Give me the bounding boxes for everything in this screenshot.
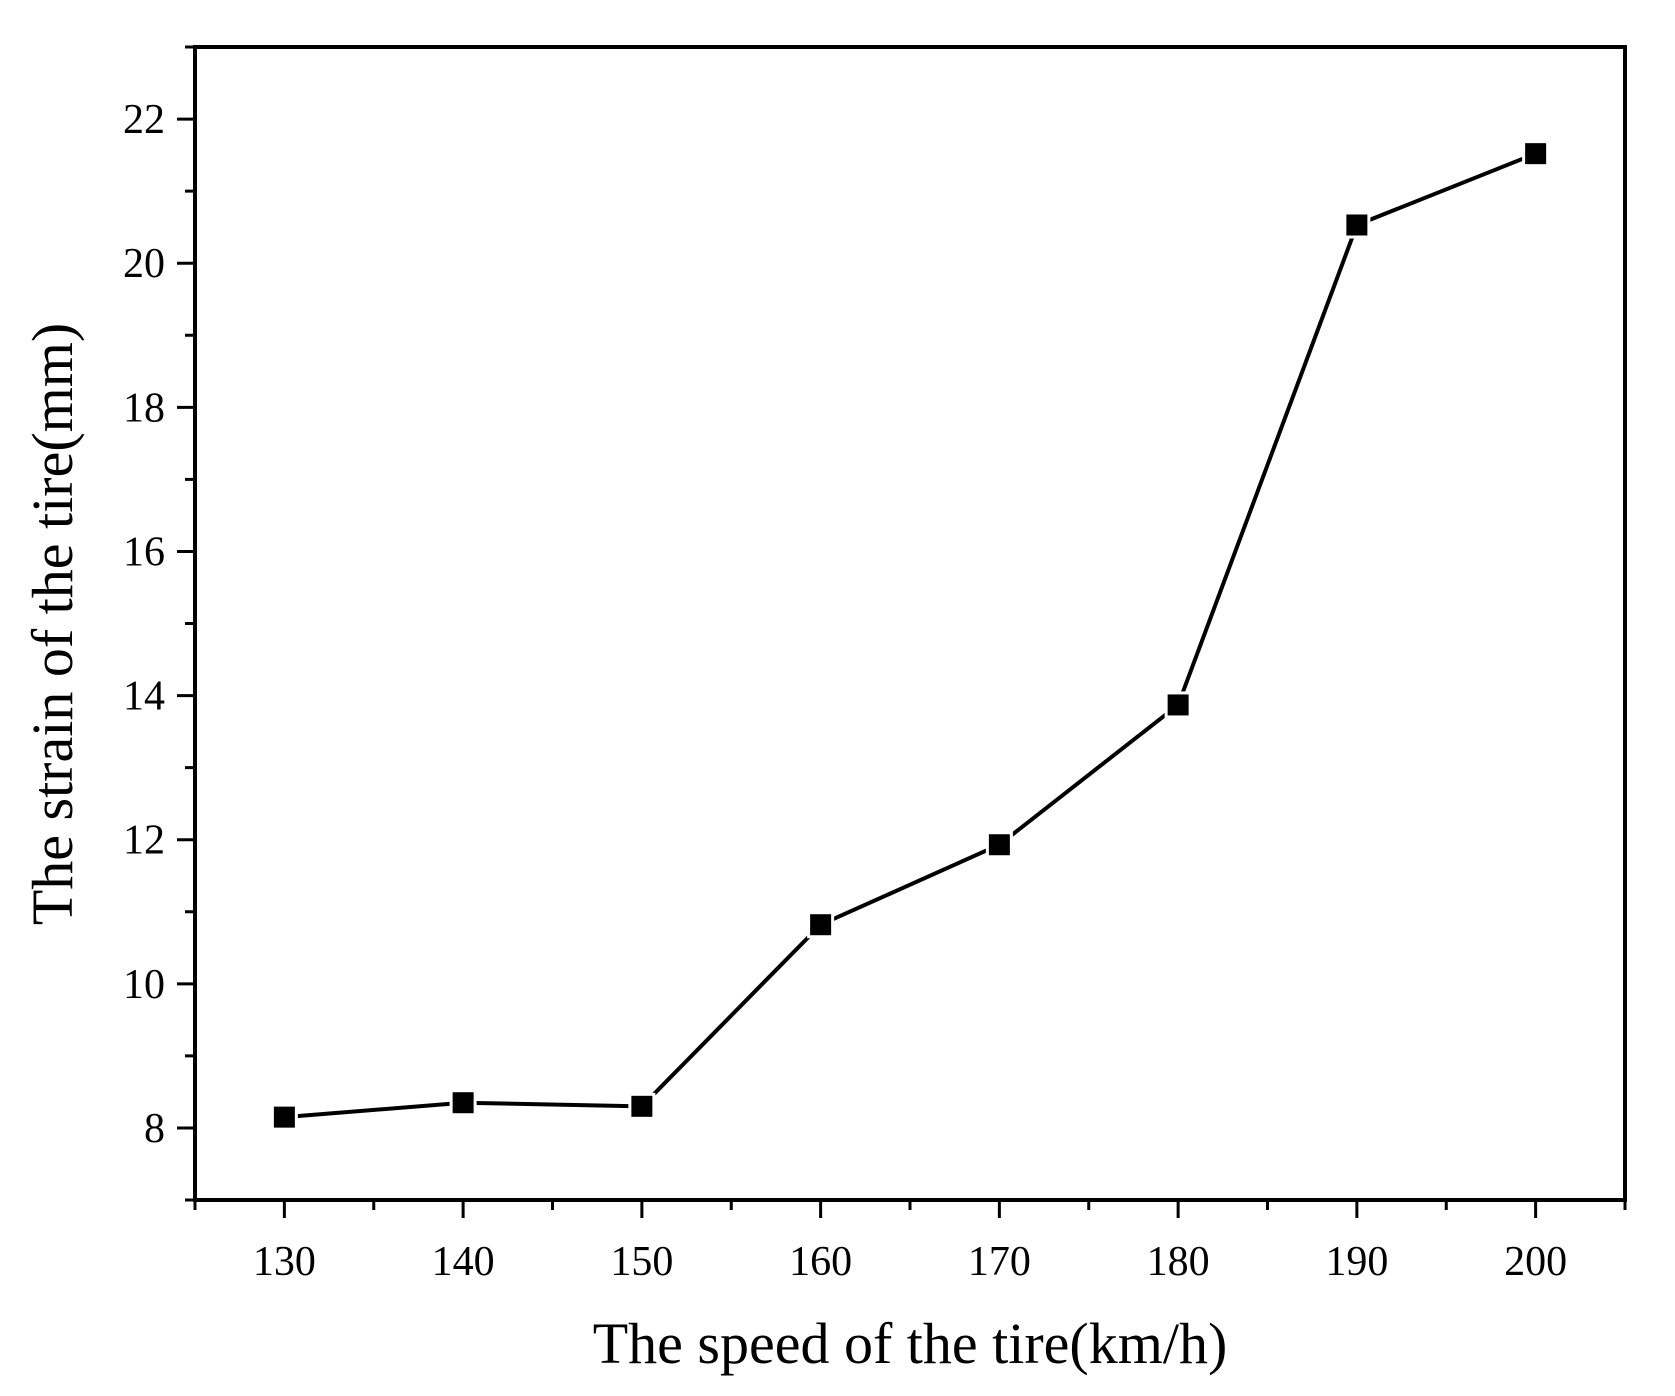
plot-frame	[193, 45, 1627, 1202]
y-tick-label: 14	[123, 674, 165, 720]
y-axis-ticks	[177, 45, 195, 1202]
series-layer	[270, 140, 1550, 1131]
x-axis-title: The speed of the tire(km/h)	[593, 1311, 1228, 1376]
data-point-marker	[985, 831, 1013, 859]
x-tick-label: 170	[968, 1239, 1031, 1285]
data-point-marker	[1164, 691, 1192, 719]
data-point-marker	[1343, 211, 1371, 239]
y-tick-label: 12	[123, 818, 165, 864]
x-tick-label: 160	[789, 1239, 852, 1285]
x-tick-label: 150	[610, 1239, 673, 1285]
y-axis-title: The strain of the tire(mm)	[20, 323, 85, 925]
series-line-segment	[1356, 151, 1537, 227]
series-line-segment	[819, 842, 1001, 927]
data-point-marker	[628, 1092, 656, 1120]
y-tick-label: 18	[123, 385, 165, 431]
data-point-marker	[449, 1089, 477, 1117]
data-point-marker	[1522, 140, 1550, 168]
x-tick-label: 190	[1325, 1239, 1388, 1285]
y-tick-label: 22	[123, 97, 165, 143]
data-point-marker	[807, 911, 835, 939]
y-axis-tick-labels: 8 10 12 14 16 18 20 22	[123, 97, 165, 1152]
x-tick-label: 140	[432, 1239, 495, 1285]
x-axis-tick-labels: 130 140 150 160 170 180 190 200	[253, 1239, 1567, 1285]
x-tick-label: 200	[1504, 1239, 1567, 1285]
x-tick-label: 180	[1147, 1239, 1210, 1285]
series-line-segment	[640, 923, 823, 1108]
series-line-segment	[284, 1100, 464, 1120]
y-tick-label: 10	[123, 962, 165, 1008]
series-line-segment	[463, 1100, 642, 1109]
series-line-segment	[1176, 224, 1359, 706]
x-axis-ticks	[193, 1200, 1627, 1218]
y-tick-label: 20	[123, 241, 165, 287]
data-point-marker	[270, 1103, 298, 1131]
series-line-segment	[998, 703, 1180, 847]
y-tick-label: 8	[144, 1106, 165, 1152]
y-tick-label: 16	[123, 529, 165, 575]
x-tick-label: 130	[253, 1239, 316, 1285]
